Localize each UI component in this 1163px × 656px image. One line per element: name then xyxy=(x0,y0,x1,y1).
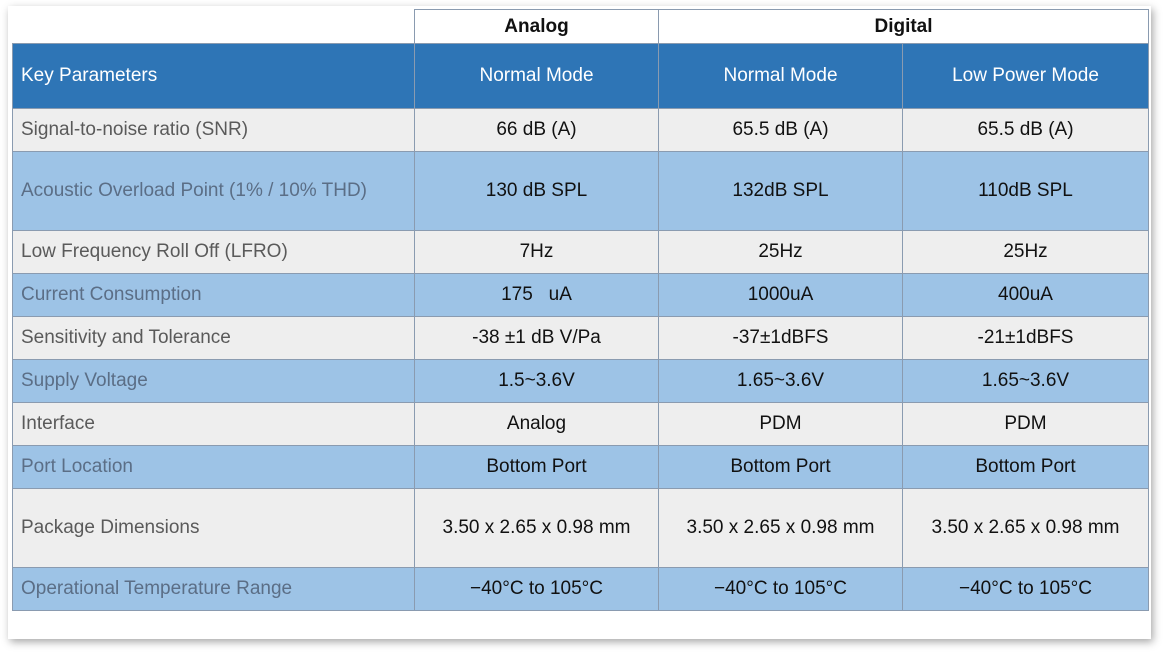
table-row: Package Dimensions 3.50 x 2.65 x 0.98 mm… xyxy=(12,488,1149,568)
mode-header-row: Key Parameters Normal Mode Normal Mode L… xyxy=(12,43,1149,109)
value-cell: 1000uA xyxy=(658,273,903,317)
value-cell: 66 dB (A) xyxy=(414,108,659,152)
value-cell: -38 ±1 dB V/Pa xyxy=(414,316,659,360)
value-cell: Analog xyxy=(414,402,659,446)
value-cell: 3.50 x 2.65 x 0.98 mm xyxy=(902,488,1149,568)
table-row: Current Consumption 175 uA 1000uA 400uA xyxy=(12,273,1149,317)
table-row: Acoustic Overload Point (1% / 10% THD) 1… xyxy=(12,151,1149,231)
value-cell: PDM xyxy=(658,402,903,446)
value-cell: 25Hz xyxy=(902,230,1149,274)
value-cell: PDM xyxy=(902,402,1149,446)
value-cell: 65.5 dB (A) xyxy=(902,108,1149,152)
value-cell: Bottom Port xyxy=(658,445,903,489)
value-cell: 110dB SPL xyxy=(902,151,1149,231)
value-cell: 175 uA xyxy=(414,273,659,317)
value-cell: −40°C to 105°C xyxy=(902,567,1149,611)
group-digital: Digital xyxy=(658,9,1149,44)
value-cell: −40°C to 105°C xyxy=(658,567,903,611)
key-parameters-header: Key Parameters xyxy=(12,43,415,109)
group-analog: Analog xyxy=(414,9,659,44)
value-cell: 130 dB SPL xyxy=(414,151,659,231)
param-label: Operational Temperature Range xyxy=(12,567,415,611)
value-cell: Bottom Port xyxy=(902,445,1149,489)
value-cell: -21±1dBFS xyxy=(902,316,1149,360)
mode-header-analog-normal: Normal Mode xyxy=(414,43,659,109)
param-label: Current Consumption xyxy=(12,273,415,317)
param-label: Sensitivity and Tolerance xyxy=(12,316,415,360)
table-row: Port Location Bottom Port Bottom Port Bo… xyxy=(12,445,1149,489)
value-cell: 25Hz xyxy=(658,230,903,274)
value-cell: 1.65~3.6V xyxy=(658,359,903,403)
value-cell: 7Hz xyxy=(414,230,659,274)
value-cell: Bottom Port xyxy=(414,445,659,489)
value-cell: 3.50 x 2.65 x 0.98 mm xyxy=(414,488,659,568)
table-row: Supply Voltage 1.5~3.6V 1.65~3.6V 1.65~3… xyxy=(12,359,1149,403)
value-cell: 3.50 x 2.65 x 0.98 mm xyxy=(658,488,903,568)
param-label: Interface xyxy=(12,402,415,446)
mode-header-digital-low-power: Low Power Mode xyxy=(902,43,1149,109)
table-row: Operational Temperature Range −40°C to 1… xyxy=(12,567,1149,611)
table-row: Low Frequency Roll Off (LFRO) 7Hz 25Hz 2… xyxy=(12,230,1149,274)
param-label: Signal-to-noise ratio (SNR) xyxy=(12,108,415,152)
mode-header-digital-normal: Normal Mode xyxy=(658,43,903,109)
group-header-row: Analog Digital xyxy=(12,9,1149,44)
value-cell: -37±1dBFS xyxy=(658,316,903,360)
value-cell: 65.5 dB (A) xyxy=(658,108,903,152)
table-row: Interface Analog PDM PDM xyxy=(12,402,1149,446)
param-label: Supply Voltage xyxy=(12,359,415,403)
param-label: Low Frequency Roll Off (LFRO) xyxy=(12,230,415,274)
value-cell: 132dB SPL xyxy=(658,151,903,231)
value-cell: −40°C to 105°C xyxy=(414,567,659,611)
microphone-spec-table: Analog Digital Key Parameters Normal Mod… xyxy=(12,9,1149,611)
param-label: Port Location xyxy=(12,445,415,489)
blank-corner-cell xyxy=(12,9,415,44)
param-label: Acoustic Overload Point (1% / 10% THD) xyxy=(12,151,415,231)
table-row: Sensitivity and Tolerance -38 ±1 dB V/Pa… xyxy=(12,316,1149,360)
value-cell: 400uA xyxy=(902,273,1149,317)
param-label: Package Dimensions xyxy=(12,488,415,568)
value-cell: 1.5~3.6V xyxy=(414,359,659,403)
value-cell: 1.65~3.6V xyxy=(902,359,1149,403)
table-row: Signal-to-noise ratio (SNR) 66 dB (A) 65… xyxy=(12,108,1149,152)
